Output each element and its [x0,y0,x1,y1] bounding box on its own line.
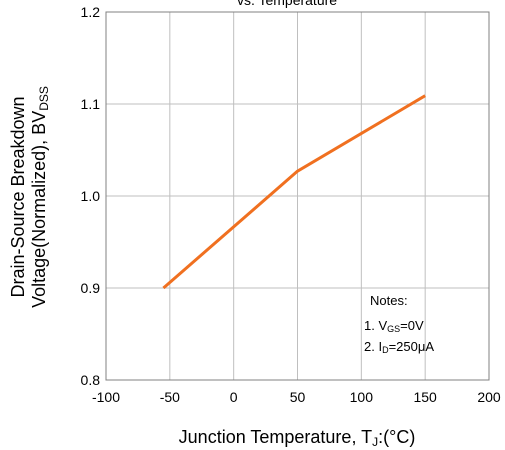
x-tick-label: -50 [160,389,180,405]
x-tick-labels: -100 -50 0 50 100 150 200 [92,389,501,405]
x-tick-label: 100 [350,389,374,405]
notes-line-1: 1. VGS=0V [364,318,424,334]
x-tick-label: 50 [290,389,306,405]
plot-frame [105,11,490,381]
series-line [162,94,426,290]
y-tick-labels: 0.8 0.9 1.0 1.1 1.2 [81,4,101,388]
grid [105,11,490,381]
x-axis-label: Junction Temperature, TJ:(°C) [179,427,416,449]
notes-line-2: 2. ID=250μA [364,339,434,355]
x-tick-label: -100 [92,389,120,405]
notes-heading: Notes: [370,293,408,308]
y-tick-label: 0.9 [81,280,101,296]
y-tick-label: 0.8 [81,372,101,388]
x-tick-label: 200 [477,389,501,405]
x-tick-label: 150 [413,389,437,405]
y-tick-label: 1.0 [81,188,101,204]
x-tick-label: 0 [230,389,238,405]
y-tick-label: 1.2 [81,4,101,20]
y-tick-label: 1.1 [81,96,101,112]
y-axis-label-line-2: Voltage(Normalized), BVDSS [29,86,51,308]
series-lines [162,94,426,290]
y-axis-label: Drain-Source Breakdown Voltage(Normalize… [8,86,51,308]
chart-title: vs. Temperature [237,0,337,8]
y-axis-label-line-1: Drain-Source Breakdown [8,96,28,297]
